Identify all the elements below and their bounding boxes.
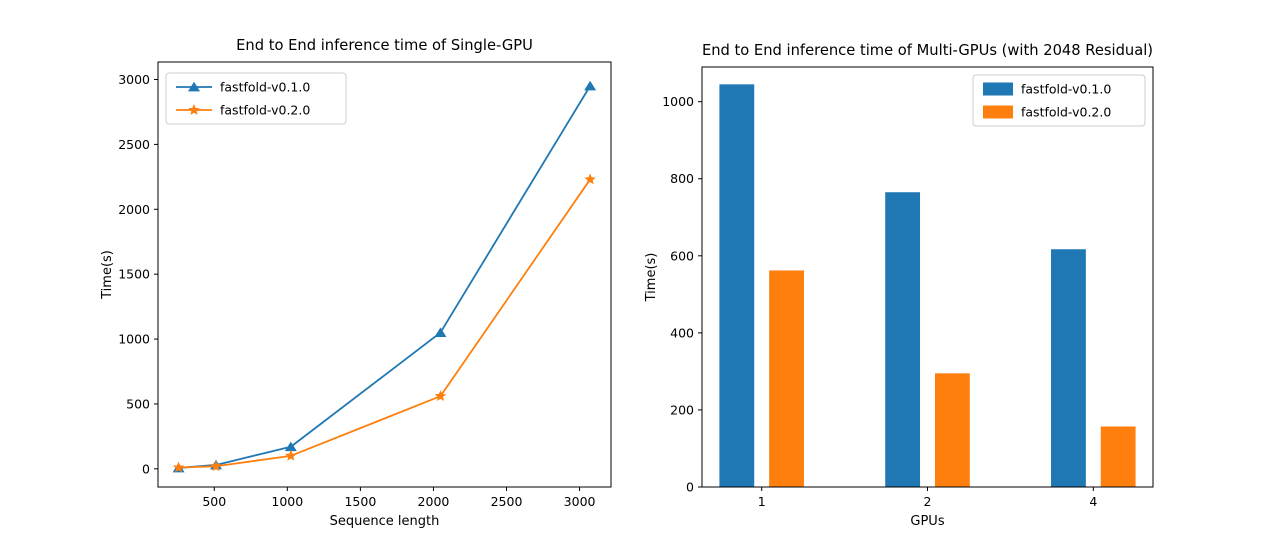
bar-chart: End to End inference time of Multi-GPUs … (644, 42, 1154, 529)
star-marker (434, 390, 447, 402)
bar-fastfold-v0.1.0-gpu1 (719, 84, 755, 487)
y-tick-label: 400 (670, 325, 694, 340)
legend-label: fastfold-v0.2.0 (220, 103, 310, 118)
y-tick-label: 2500 (118, 137, 150, 152)
triangle-marker (584, 80, 597, 91)
triangle-marker (434, 327, 447, 337)
y-tick-label: 1000 (118, 332, 150, 347)
y-tick-label: 1500 (118, 267, 150, 282)
bar-fastfold-v0.2.0-gpu4 (1100, 426, 1136, 487)
y-tick-label: 1000 (662, 94, 694, 109)
y-tick-label: 200 (670, 402, 694, 417)
x-tick-label: 1000 (271, 494, 303, 509)
y-tick-label: 0 (142, 461, 150, 476)
y-tick-label: 600 (670, 248, 694, 263)
star-marker (210, 460, 222, 472)
star-marker (584, 173, 596, 185)
line-chart: End to End inference time of Single-GPU S… (100, 37, 612, 529)
y-tick-label: 0 (686, 480, 694, 495)
legend-patch (983, 105, 1013, 119)
star-marker (285, 449, 297, 461)
x-tick-label: 500 (202, 494, 226, 509)
y-tick-label: 3000 (118, 72, 150, 87)
series-line-fastfold-v0.2.0 (178, 178, 591, 469)
bar-fastfold-v0.2.0-gpu2 (934, 373, 970, 487)
x-tick-label: 1 (758, 494, 766, 509)
x-axis-label: GPUs (910, 514, 944, 529)
x-tick-label: 2000 (418, 494, 450, 509)
chart-title: End to End inference time of Multi-GPUs … (702, 42, 1153, 59)
y-tick-label: 800 (670, 171, 694, 186)
legend-box (165, 72, 347, 125)
legend-box (972, 74, 1146, 127)
bar-fastfold-v0.1.0-gpu4 (1051, 249, 1086, 487)
chart-title: End to End inference time of Single-GPU (236, 37, 533, 54)
x-tick-label: 1500 (344, 494, 376, 509)
legend-patch (983, 82, 1013, 96)
y-tick-label: 2000 (118, 202, 150, 217)
star-marker (188, 104, 200, 115)
axes-frame (157, 61, 612, 488)
triangle-marker (284, 441, 297, 452)
x-axis-label: Sequence length (330, 514, 440, 529)
x-tick-label: 4 (1089, 494, 1097, 509)
bar-fastfold-v0.2.0-gpu1 (769, 270, 804, 487)
x-tick-label: 2500 (491, 494, 523, 509)
star-marker (172, 461, 185, 473)
x-tick-label: 2 (924, 494, 932, 509)
bar-fastfold-v0.1.0-gpu2 (885, 192, 921, 487)
x-tick-label: 3000 (564, 494, 596, 509)
triangle-marker (188, 81, 200, 92)
legend-label: fastfold-v0.2.0 (1021, 105, 1111, 120)
legend-label: fastfold-v0.1.0 (220, 80, 310, 95)
y-axis-label: Time(s) (100, 250, 115, 300)
legend-label: fastfold-v0.1.0 (1021, 82, 1111, 97)
y-axis-label: Time(s) (644, 253, 659, 303)
y-tick-label: 500 (126, 396, 150, 411)
series-line-fastfold-v0.1.0 (178, 85, 591, 469)
